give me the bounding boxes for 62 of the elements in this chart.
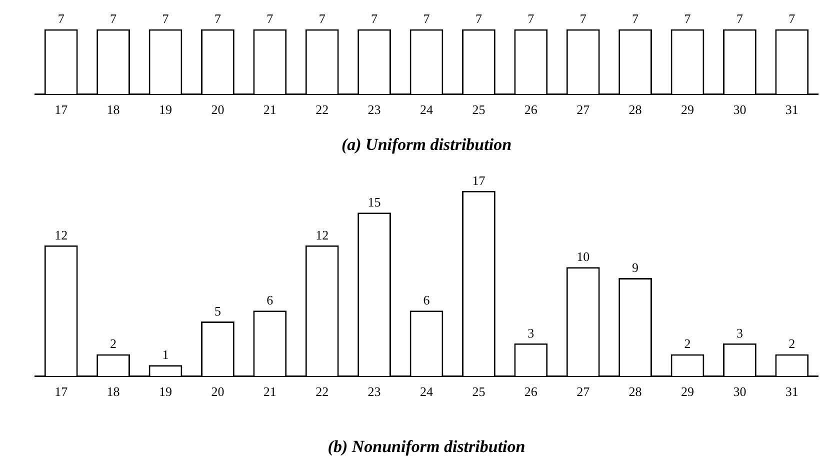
data-label: 7: [580, 11, 587, 26]
x-tick-label: 22: [316, 384, 329, 400]
data-label: 7: [423, 11, 430, 26]
x-tick-label: 28: [628, 384, 642, 400]
data-label: 2: [788, 336, 796, 352]
data-label: 17: [472, 172, 486, 188]
x-tick-label: 21: [263, 102, 276, 118]
x-tick-label: 27: [576, 384, 590, 400]
x-tick-label: 18: [106, 102, 120, 118]
data-label: 3: [736, 325, 743, 340]
x-tick-label: 24: [420, 384, 434, 400]
text: (b) Nonuniform distribution: [328, 437, 526, 456]
x-tick-label: 21: [263, 384, 276, 400]
x-tick-label: 20: [211, 102, 224, 118]
data-label: 7: [371, 11, 378, 26]
x-tick-label: 18: [106, 384, 120, 400]
data-label: 7: [110, 11, 118, 26]
x-tick-label: 29: [681, 384, 694, 400]
x-tick-label: 27: [576, 102, 590, 118]
data-label: 3: [528, 325, 534, 340]
data-label: 7: [632, 11, 640, 26]
data-label: 7: [528, 11, 535, 26]
text: (a) Uniform distribution: [341, 135, 512, 154]
x-tick-label: 23: [368, 102, 381, 118]
x-tick-label: 24: [420, 102, 434, 118]
data-label: 15: [368, 194, 381, 210]
x-tick-label: 26: [524, 102, 538, 118]
data-label: 2: [684, 336, 691, 352]
x-tick-label: 31: [785, 384, 798, 400]
data-label: 12: [316, 227, 329, 242]
x-tick-label: 26: [524, 384, 538, 400]
x-tick-label: 23: [368, 384, 381, 400]
x-tick-label: 22: [316, 102, 329, 118]
data-label: 1: [162, 347, 169, 362]
x-tick-label: 25: [472, 384, 486, 400]
x-tick-label: 30: [733, 102, 746, 118]
x-tick-label: 19: [159, 102, 172, 118]
data-label: 6: [423, 292, 430, 308]
data-label: 7: [684, 11, 692, 26]
data-label: 7: [162, 11, 170, 26]
x-tick-label: 31: [785, 102, 798, 118]
data-label: 7: [214, 11, 222, 26]
data-label: 6: [266, 292, 274, 308]
x-tick-label: 19: [159, 384, 172, 400]
data-label: 7: [475, 11, 482, 26]
x-tick-label: 28: [628, 102, 642, 118]
x-tick-label: 30: [733, 384, 746, 400]
data-label: 2: [110, 336, 117, 352]
x-tick-label: 25: [472, 102, 486, 118]
data-label: 12: [54, 227, 68, 242]
x-tick-label: 17: [54, 384, 68, 400]
data-label: 7: [318, 11, 326, 26]
data-label: 7: [266, 11, 274, 26]
x-tick-label: 29: [681, 102, 694, 118]
data-label: 9: [632, 260, 639, 275]
data-label: 10: [576, 249, 590, 264]
x-tick-label: 17: [54, 102, 68, 118]
data-label: 7: [58, 11, 65, 26]
data-label: 7: [788, 11, 796, 26]
data-label: 5: [214, 303, 221, 318]
data-label: 7: [736, 11, 744, 26]
x-tick-label: 20: [211, 384, 224, 400]
